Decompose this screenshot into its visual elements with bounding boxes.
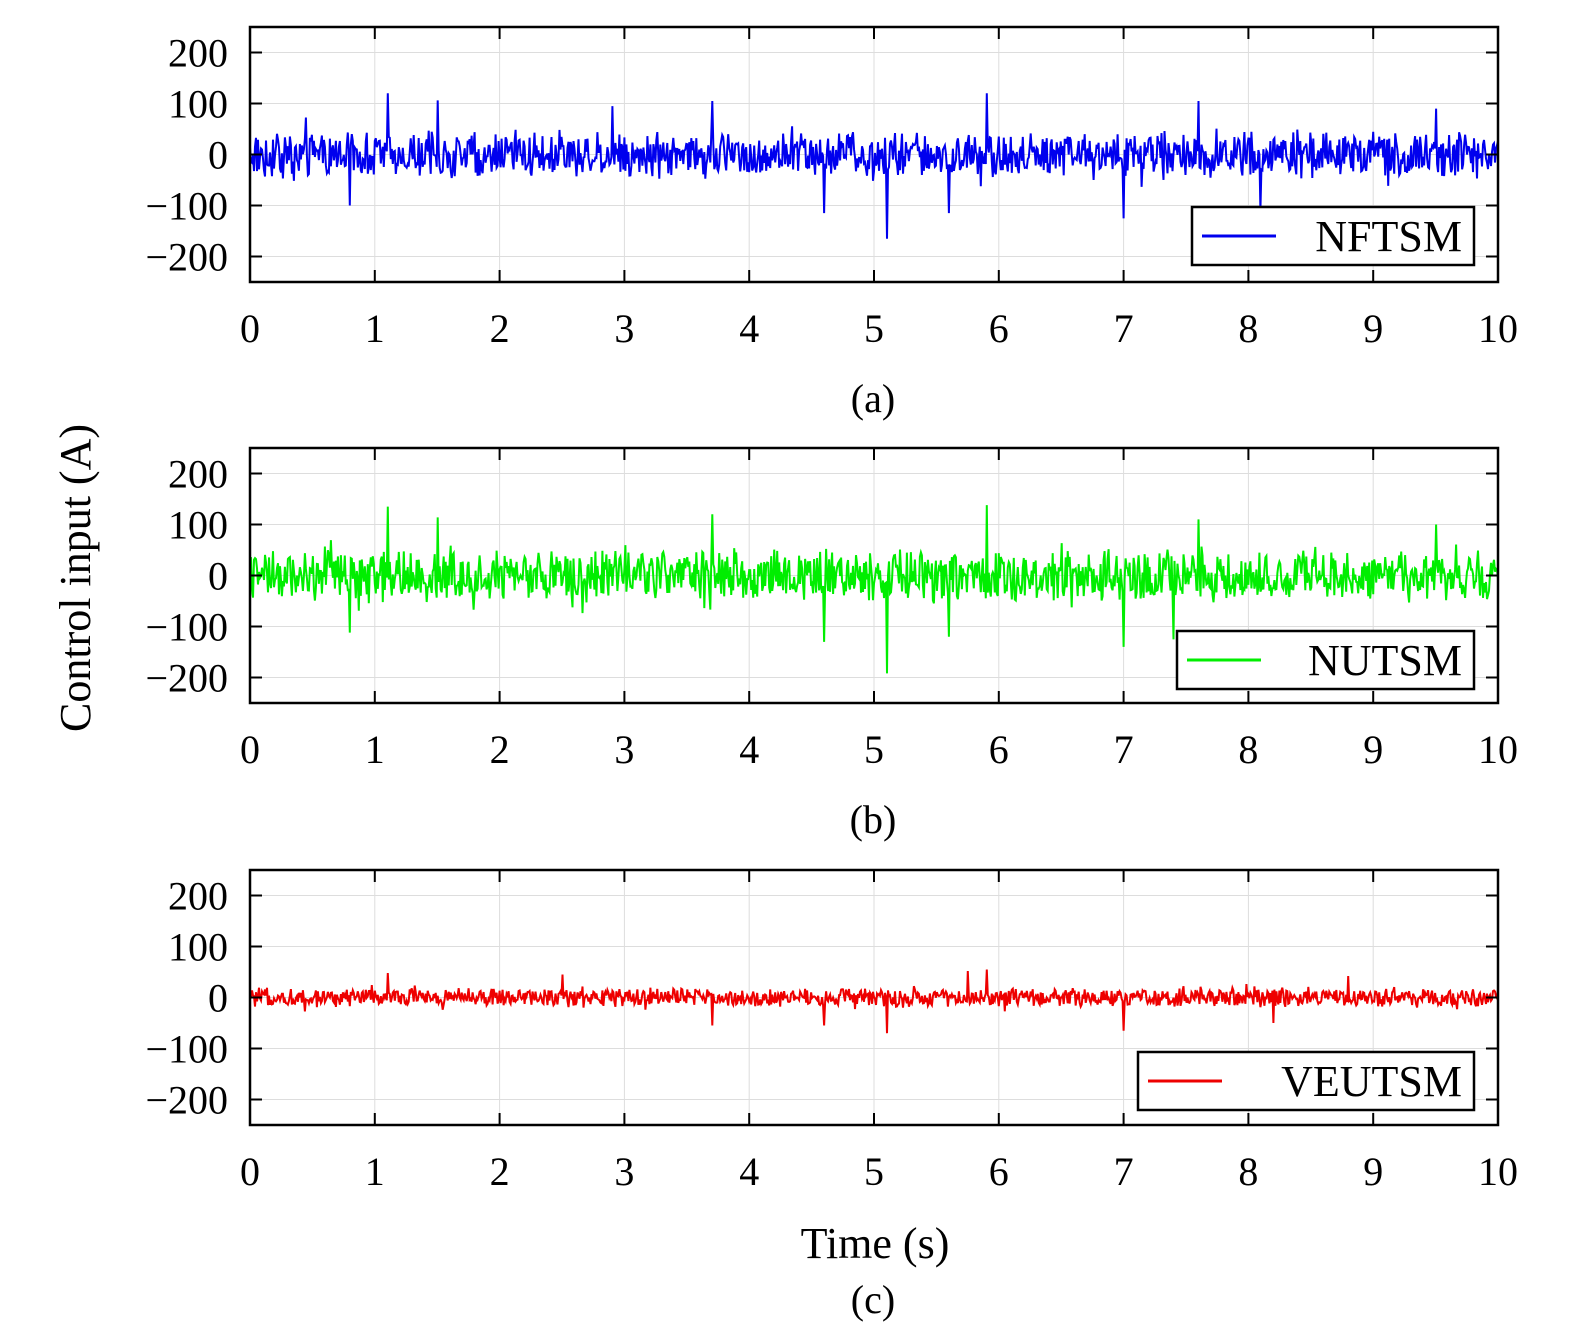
y-tick-label: −200	[145, 656, 228, 701]
y-tick-label: 0	[208, 133, 228, 178]
y-tick-label: 100	[168, 82, 228, 127]
legend-label: NFTSM	[1315, 212, 1462, 261]
x-axis-label: Time (s)	[801, 1219, 950, 1268]
y-tick-label: −100	[145, 605, 228, 650]
y-tick-label: 200	[168, 874, 228, 919]
y-tick-label: 200	[168, 452, 228, 497]
x-tick-label: 7	[1114, 727, 1134, 772]
legend-label: NUTSM	[1308, 636, 1462, 685]
series-line-veutsm	[250, 969, 1498, 1034]
y-tick-label: 200	[168, 31, 228, 76]
y-tick-label: 0	[208, 554, 228, 599]
x-tick-label: 0	[240, 306, 260, 351]
y-tick-label: 100	[168, 503, 228, 548]
x-tick-label: 6	[989, 306, 1009, 351]
x-tick-label: 10	[1478, 727, 1518, 772]
x-tick-label: 4	[739, 306, 759, 351]
x-tick-label: 10	[1478, 1149, 1518, 1194]
legend: NFTSM	[1190, 205, 1476, 267]
x-tick-label: 8	[1238, 1149, 1258, 1194]
x-tick-label: 2	[490, 306, 510, 351]
legend-label: VEUTSM	[1281, 1057, 1462, 1106]
legend: NUTSM	[1175, 629, 1476, 691]
x-tick-label: 1	[365, 1149, 385, 1194]
x-tick-label: 7	[1114, 306, 1134, 351]
y-axis-label: Control input (A)	[51, 424, 100, 732]
x-tick-label: 3	[614, 1149, 634, 1194]
panel-caption: (b)	[850, 797, 897, 842]
x-tick-label: 6	[989, 1149, 1009, 1194]
series-line-nutsm	[250, 505, 1498, 674]
x-tick-label: 7	[1114, 1149, 1134, 1194]
x-tick-label: 4	[739, 1149, 759, 1194]
x-tick-label: 2	[490, 1149, 510, 1194]
x-tick-label: 8	[1238, 306, 1258, 351]
legend: VEUTSM	[1136, 1050, 1476, 1112]
chart-panel-a: 0 1 2 3 4 5 6 7 8 9 10 200 100 0 −100 −200 NFTSM (a)	[145, 25, 1518, 421]
x-tick-label: 3	[614, 306, 634, 351]
y-tick-label: 0	[208, 976, 228, 1021]
y-tick-label: 100	[168, 925, 228, 970]
chart-panel-c: 0 1 2 3 4 5 6 7 8 9 10 200 100 0 −100 −200 VEUTSM (c)	[145, 868, 1518, 1322]
x-tick-label: 0	[240, 1149, 260, 1194]
y-tick-label: −100	[145, 1027, 228, 1072]
x-tick-label: 5	[864, 727, 884, 772]
x-tick-label: 9	[1363, 306, 1383, 351]
panel-caption: (c)	[851, 1277, 895, 1322]
x-tick-label: 10	[1478, 306, 1518, 351]
y-tick-label: −100	[145, 184, 228, 229]
chart-panel-b: 0 1 2 3 4 5 6 7 8 9 10 200 100 0 −100 −200 NUTSM (b)	[145, 446, 1518, 842]
x-tick-label: 2	[490, 727, 510, 772]
y-tick-label: −200	[145, 1078, 228, 1123]
x-tick-label: 8	[1238, 727, 1258, 772]
x-tick-label: 6	[989, 727, 1009, 772]
x-tick-label: 4	[739, 727, 759, 772]
x-tick-label: 1	[365, 727, 385, 772]
x-tick-label: 3	[614, 727, 634, 772]
series-line-nftsm	[250, 93, 1498, 239]
y-tick-label: −200	[145, 235, 228, 280]
x-tick-label: 5	[864, 306, 884, 351]
x-tick-label: 0	[240, 727, 260, 772]
panel-caption: (a)	[851, 376, 895, 421]
x-tick-label: 5	[864, 1149, 884, 1194]
x-tick-label: 9	[1363, 727, 1383, 772]
x-tick-label: 9	[1363, 1149, 1383, 1194]
x-tick-label: 1	[365, 306, 385, 351]
